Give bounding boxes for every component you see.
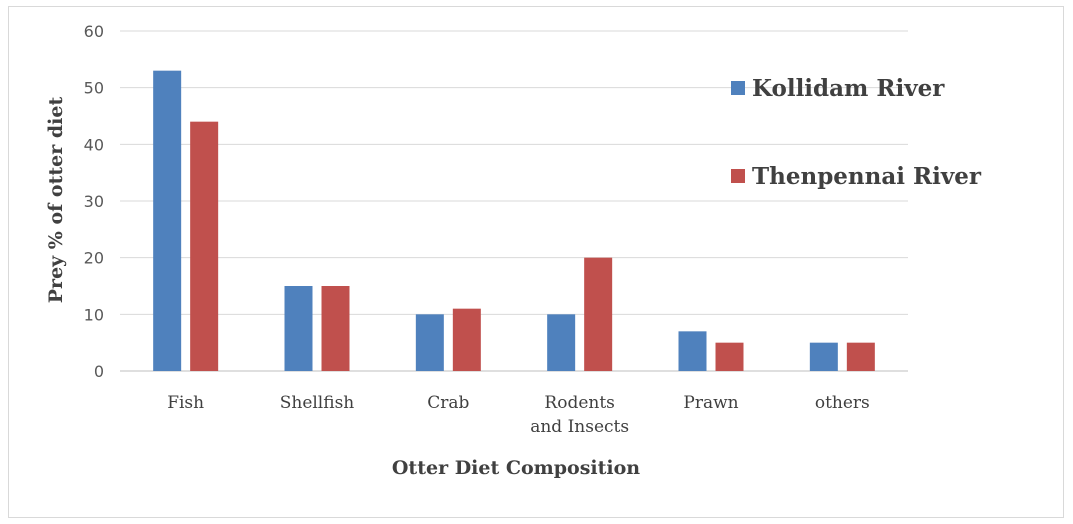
x-tick-label: Shellfish [280, 393, 355, 413]
bar-kollidam-river [809, 342, 838, 371]
bar-thenpennai-river [321, 286, 350, 371]
x-tick-label: and Insects [530, 417, 629, 437]
legend: Kollidam River Thenpennai River [731, 75, 982, 190]
legend-swatch [731, 169, 745, 183]
y-tick-label: 50 [84, 79, 104, 98]
legend-label: Thenpennai River [752, 163, 982, 190]
x-tick-label: Fish [167, 393, 204, 413]
y-tick-labels: 0 10 20 30 40 50 60 [84, 22, 104, 381]
y-tick-label: 10 [84, 305, 104, 324]
gridlines [120, 30, 908, 372]
x-tick-label: Rodents [544, 393, 614, 413]
bar-kollidam-river [153, 70, 182, 372]
x-tick-label: Prawn [683, 393, 738, 413]
bar-thenpennai-river [452, 308, 481, 371]
y-tick-label: 30 [84, 192, 104, 211]
y-tick-label: 40 [84, 135, 104, 154]
bar-thenpennai-river [846, 342, 875, 371]
x-tick-labels: Fish Shellfish Crab Rodents and Insects Prawn… [167, 393, 870, 437]
bar-thenpennai-river [715, 342, 744, 371]
y-tick-label: 20 [84, 249, 104, 268]
bar-thenpennai-river [584, 257, 613, 371]
chart-frame [8, 6, 1064, 518]
legend-swatch [731, 81, 745, 95]
y-tick-label: 60 [84, 22, 104, 41]
bar-kollidam-river [547, 314, 576, 371]
bar-kollidam-river [678, 331, 707, 371]
y-tick-label: 0 [94, 362, 104, 381]
legend-label: Kollidam River [752, 75, 945, 102]
bar-thenpennai-river [190, 121, 219, 372]
y-axis-title: Prey % of otter diet [45, 97, 67, 304]
bar-kollidam-river [415, 314, 444, 371]
bars [153, 70, 875, 372]
bar-kollidam-river [284, 286, 313, 371]
x-axis-title: Otter Diet Composition [392, 457, 640, 479]
x-tick-label: Crab [427, 393, 469, 413]
x-tick-label: others [815, 393, 870, 413]
